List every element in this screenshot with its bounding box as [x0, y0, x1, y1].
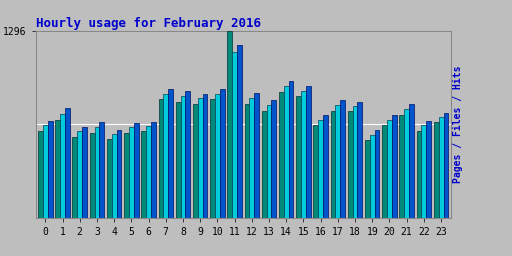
Bar — [323, 115, 328, 218]
Bar — [48, 121, 53, 218]
Bar — [237, 45, 242, 218]
Bar — [249, 98, 254, 218]
Bar — [313, 125, 318, 218]
Bar — [181, 97, 185, 218]
Bar — [279, 92, 284, 218]
Bar — [146, 126, 151, 218]
Bar — [399, 115, 404, 218]
Bar — [227, 31, 232, 218]
Bar — [112, 134, 117, 218]
Bar — [409, 104, 414, 218]
Bar — [254, 93, 259, 218]
Bar — [73, 137, 77, 218]
Bar — [434, 122, 439, 218]
Bar — [426, 121, 431, 218]
Bar — [107, 139, 112, 218]
Bar — [357, 102, 362, 218]
Bar — [353, 106, 357, 218]
Bar — [99, 122, 104, 218]
Bar — [365, 140, 370, 218]
Bar — [38, 131, 43, 218]
Bar — [168, 89, 173, 218]
Bar — [220, 89, 225, 218]
Bar — [439, 118, 443, 218]
Bar — [387, 120, 392, 218]
Bar — [117, 130, 121, 218]
Bar — [176, 102, 181, 218]
Bar — [340, 100, 345, 218]
Bar — [245, 104, 249, 218]
Bar — [284, 86, 289, 218]
Bar — [55, 120, 60, 218]
Bar — [404, 110, 409, 218]
Bar — [271, 100, 276, 218]
Bar — [203, 94, 207, 218]
Bar — [60, 114, 65, 218]
Bar — [262, 111, 267, 218]
Bar — [210, 99, 215, 218]
Bar — [348, 111, 353, 218]
Bar — [159, 99, 163, 218]
Bar — [65, 108, 70, 218]
Y-axis label: Pages / Files / Hits: Pages / Files / Hits — [453, 66, 463, 183]
Bar — [375, 130, 379, 218]
Bar — [421, 125, 426, 218]
Bar — [151, 122, 156, 218]
Bar — [306, 86, 311, 218]
Bar — [198, 98, 203, 218]
Bar — [335, 105, 340, 218]
Bar — [141, 131, 146, 218]
Bar — [392, 115, 397, 218]
Bar — [417, 131, 421, 218]
Bar — [215, 94, 220, 218]
Bar — [370, 135, 375, 218]
Bar — [82, 127, 87, 218]
Bar — [382, 125, 387, 218]
Bar — [267, 105, 271, 218]
Bar — [443, 113, 449, 218]
Bar — [43, 125, 48, 218]
Bar — [289, 81, 293, 218]
Bar — [296, 97, 301, 218]
Bar — [77, 131, 82, 218]
Bar — [134, 123, 139, 218]
Bar — [129, 127, 134, 218]
Bar — [318, 120, 323, 218]
Bar — [232, 52, 237, 218]
Bar — [163, 94, 168, 218]
Bar — [95, 127, 99, 218]
Bar — [193, 104, 198, 218]
Bar — [301, 91, 306, 218]
Bar — [185, 91, 190, 218]
Bar — [90, 133, 95, 218]
Text: Hourly usage for February 2016: Hourly usage for February 2016 — [36, 17, 261, 29]
Bar — [331, 111, 335, 218]
Bar — [124, 133, 129, 218]
